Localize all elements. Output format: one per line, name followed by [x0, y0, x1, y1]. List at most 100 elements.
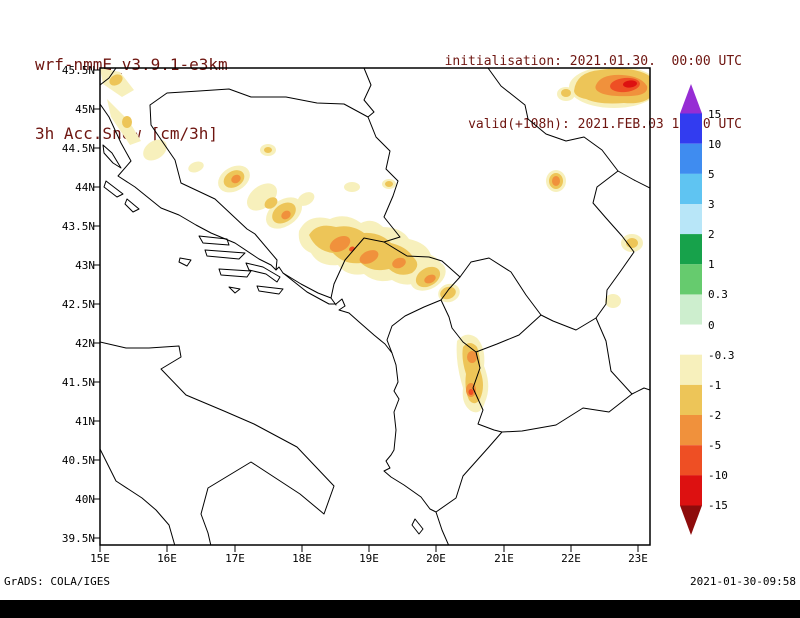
colorbar-tick-label: -15	[708, 499, 728, 512]
island-vis	[178, 257, 192, 267]
colorbar-labels: 15 10 5 3 2 1 0.3 0 -0.3 -1 -2 -5 -10 -1…	[708, 108, 735, 512]
colorbar-segment	[680, 204, 702, 235]
border-albania-greece	[435, 431, 503, 513]
border-albania-macedonia	[472, 351, 503, 433]
colorbar-tick-label: 10	[708, 138, 721, 151]
italy-tyrrhenian-coast	[100, 448, 176, 545]
border-macedonia-greece	[501, 393, 633, 433]
colorbar-tick-label: -2	[708, 409, 721, 422]
x-tick-label: 16E	[157, 552, 177, 565]
colorbar-down-arrow	[680, 505, 702, 535]
colorbar-tick-label: 1	[708, 258, 715, 271]
island-lastovo	[228, 286, 241, 294]
peljesac-peninsula	[245, 262, 281, 283]
grads-credit: GrADS: COLA/IGES	[4, 575, 110, 588]
colorbar-tick-label: -10	[708, 469, 728, 482]
island-korcula	[218, 268, 252, 278]
border-kosovo-macedonia	[475, 314, 542, 353]
colorbar-tick-label: 2	[708, 228, 715, 241]
y-tick-label: 41.5N	[62, 376, 95, 389]
colorbar-segment	[680, 234, 702, 265]
colorbar-segment	[680, 354, 702, 385]
island-mljet	[256, 285, 284, 295]
y-tick-label: 45.5N	[62, 64, 95, 77]
italy-adriatic-coast	[100, 341, 335, 545]
model-title: wrf-nmmE_v3.9.1-e3km	[35, 55, 228, 74]
x-tick-label: 19E	[359, 552, 379, 565]
x-tick-label: 15E	[90, 552, 110, 565]
y-tick-label: 41N	[75, 415, 95, 428]
island-kornati	[124, 198, 140, 213]
colorbar-segment	[680, 264, 702, 295]
y-tick-label: 43N	[75, 259, 95, 272]
border-slovenia-croatia	[100, 68, 117, 86]
border-montenegro-kosovo	[440, 276, 461, 301]
snow-moderate-areas	[231, 74, 648, 397]
colorbar-segment	[680, 384, 702, 416]
x-tick-label: 18E	[292, 552, 312, 565]
y-tick-label: 40N	[75, 493, 95, 506]
init-time-label: initialisation: 2021.01.30. 00:00 UTC	[444, 54, 742, 69]
border-croatia-coastal-strip	[282, 272, 332, 299]
border-montenegro-albania	[386, 299, 442, 354]
colorbar-segment	[680, 113, 702, 144]
bottom-black-bar	[0, 600, 800, 618]
border-serbia-bulgaria	[592, 170, 635, 319]
colorbar-tick-label: -5	[708, 439, 721, 452]
axis-ticks	[93, 69, 639, 552]
colorbar-segment	[680, 415, 702, 446]
island-brac	[198, 235, 230, 246]
colorbar-segment	[680, 294, 702, 325]
colorbar-segment	[680, 143, 702, 174]
adriatic-coastline	[100, 103, 450, 545]
x-tick-label: 22E	[561, 552, 581, 565]
colorbar-tick-label: -1	[708, 379, 721, 392]
colorbar-segment	[680, 173, 702, 204]
border-serbia-kosovo	[459, 257, 542, 316]
border-montenegro-serbia	[383, 241, 461, 278]
island-pag	[102, 144, 122, 169]
colorbar: 15 10 5 3 2 1 0.3 0 -0.3 -1 -2 -5 -10 -1…	[680, 84, 735, 535]
y-tick-label: 44N	[75, 181, 95, 194]
colorbar-segment	[680, 475, 702, 506]
y-tick-label: 44.5N	[62, 142, 95, 155]
island-hvar	[204, 249, 246, 260]
x-axis-labels: 15E 16E 17E 18E 19E 20E 21E 22E 23E	[90, 552, 648, 565]
border-croatia-bosnia	[149, 88, 369, 271]
border-macedonia-bulgaria	[595, 317, 633, 395]
y-tick-label: 45N	[75, 103, 95, 116]
y-tick-label: 39.5N	[62, 532, 95, 545]
border-layer	[100, 68, 650, 513]
x-tick-label: 23E	[628, 552, 648, 565]
coastline-layer	[100, 103, 450, 545]
border-greece-bulgaria	[631, 387, 650, 395]
y-tick-label: 42N	[75, 337, 95, 350]
border-serbia-macedonia	[540, 314, 597, 331]
y-axis-labels: 45.5N 45N 44.5N 44N 43.5N 43N 42.5N 42N …	[62, 64, 95, 545]
snow-extreme-areas	[623, 80, 637, 88]
colorbar-segment	[680, 324, 702, 355]
snow-shading-layer	[100, 68, 650, 413]
colorbar-tick-label: 15	[708, 108, 721, 121]
colorbar-segment	[680, 445, 702, 476]
colorbar-tick-label: 0	[708, 319, 715, 332]
x-tick-label: 17E	[225, 552, 245, 565]
y-tick-label: 40.5N	[62, 454, 95, 467]
colorbar-tick-label: 3	[708, 198, 715, 211]
plot-frame	[99, 67, 651, 546]
island-dugi-otok	[103, 180, 124, 198]
x-tick-label: 20E	[426, 552, 446, 565]
y-tick-label: 43.5N	[62, 220, 95, 233]
border-bosnia-serbia	[367, 116, 401, 243]
border-serbia-romania-danube	[487, 68, 650, 189]
colorbar-tick-label: 0.3	[708, 288, 728, 301]
border-bosnia-montenegro	[330, 237, 385, 306]
island-corfu	[411, 518, 424, 535]
border-kosovo-albania	[440, 299, 477, 353]
creation-timestamp: 2021-01-30-09:58	[690, 575, 796, 588]
y-tick-label: 42.5N	[62, 298, 95, 311]
x-tick-label: 21E	[494, 552, 514, 565]
colorbar-tick-label: -0.3	[708, 349, 735, 362]
